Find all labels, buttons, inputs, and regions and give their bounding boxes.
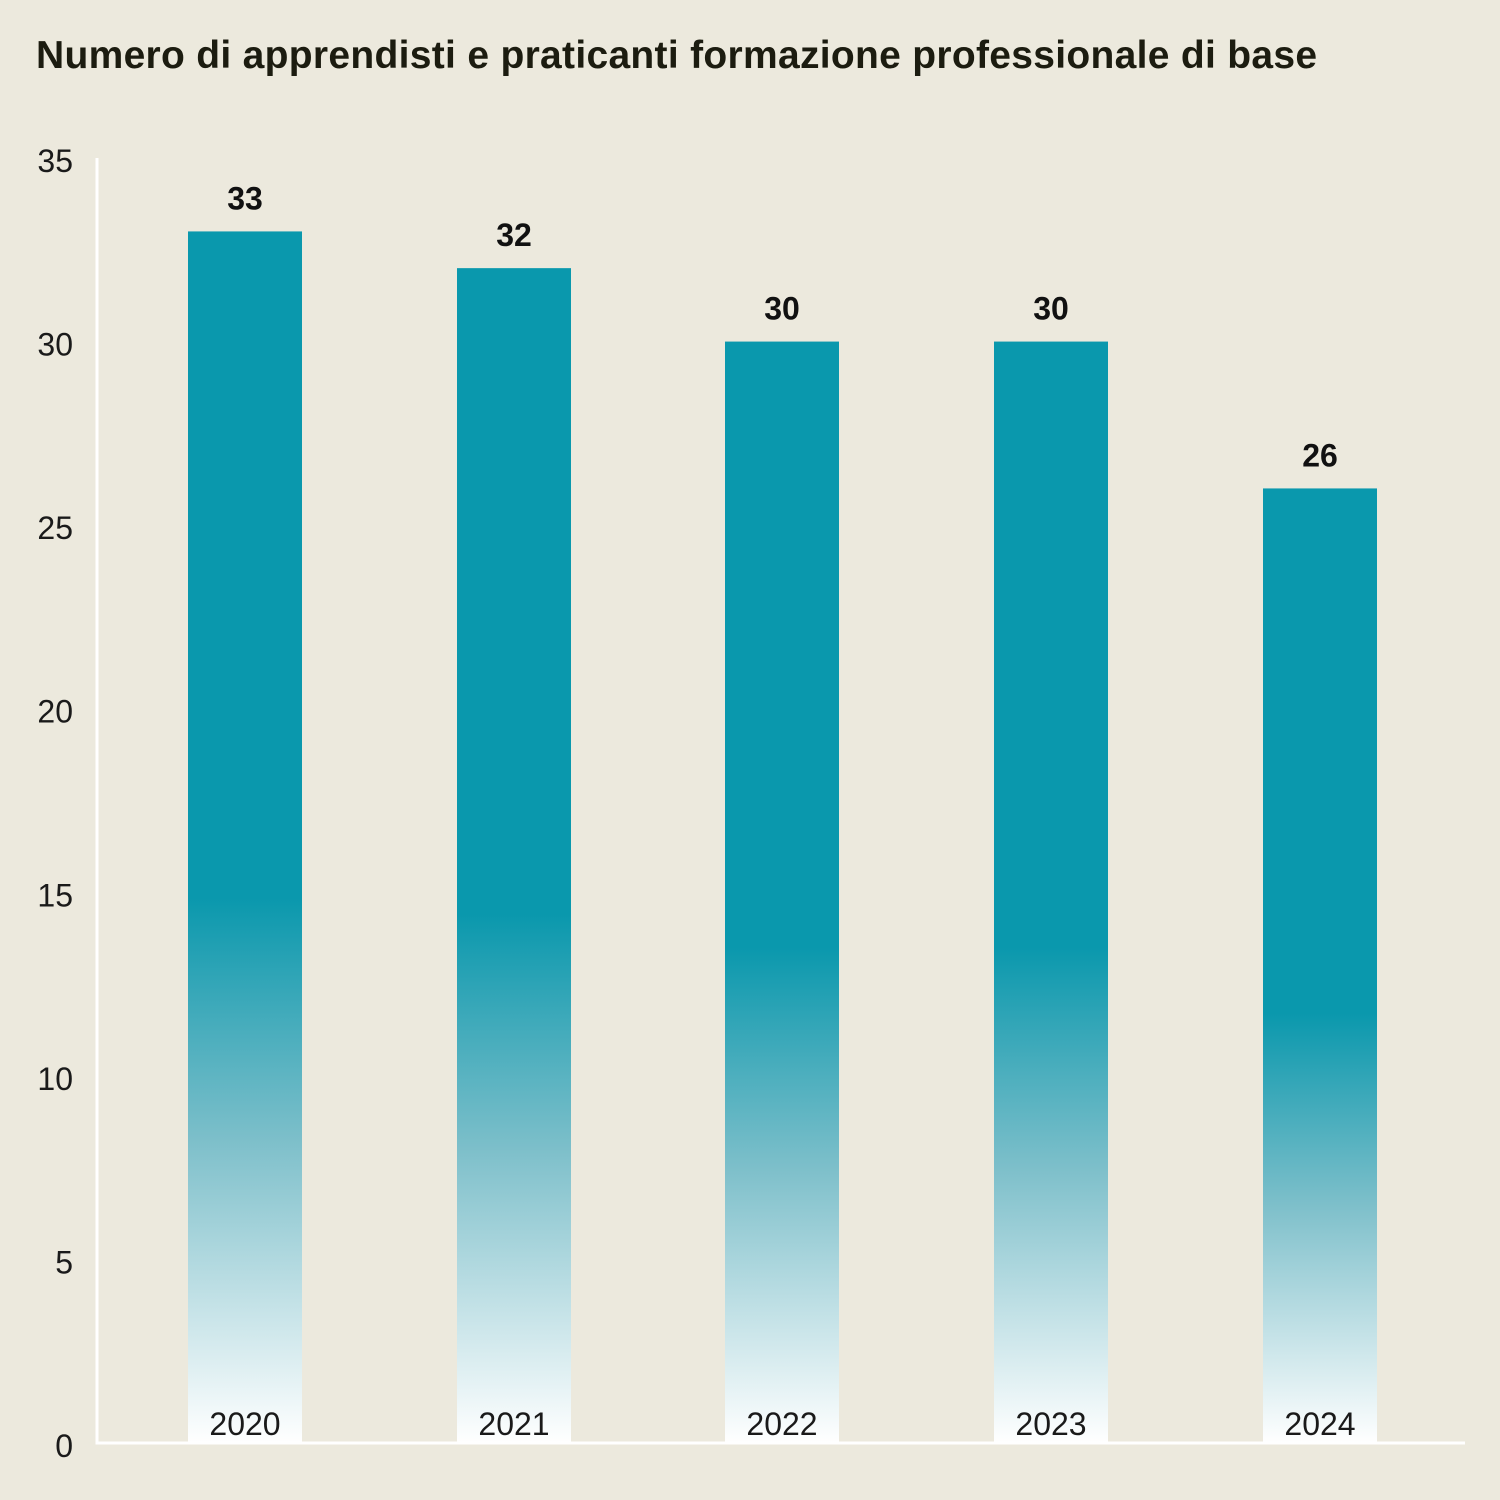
y-tick-15: 15 <box>37 877 73 913</box>
y-tick-5: 5 <box>55 1244 73 1280</box>
x-tick-2024: 2024 <box>1284 1406 1355 1442</box>
x-tick-2022: 2022 <box>746 1406 817 1442</box>
chart-title: Numero di apprendisti e praticanti forma… <box>36 34 1318 77</box>
bar-2023 <box>994 341 1108 1444</box>
bar-2021 <box>457 268 571 1444</box>
y-tick-35: 35 <box>37 143 73 179</box>
x-tick-2020: 2020 <box>209 1406 280 1442</box>
y-tick-0: 0 <box>55 1428 73 1464</box>
x-tick-2023: 2023 <box>1015 1406 1086 1442</box>
bar-2022 <box>725 341 839 1444</box>
y-tick-10: 10 <box>37 1061 73 1097</box>
data-label-2020: 33 <box>227 180 263 216</box>
data-label-2024: 26 <box>1302 437 1338 473</box>
bar-2024 <box>1263 488 1377 1443</box>
data-label-2023: 30 <box>1033 291 1069 327</box>
y-tick-20: 20 <box>37 694 73 730</box>
data-label-2022: 30 <box>764 291 800 327</box>
y-tick-30: 30 <box>37 327 73 363</box>
data-label-2021: 32 <box>496 217 532 253</box>
bar-2020 <box>188 231 302 1443</box>
x-tick-2021: 2021 <box>478 1406 549 1442</box>
y-tick-25: 25 <box>37 510 73 546</box>
